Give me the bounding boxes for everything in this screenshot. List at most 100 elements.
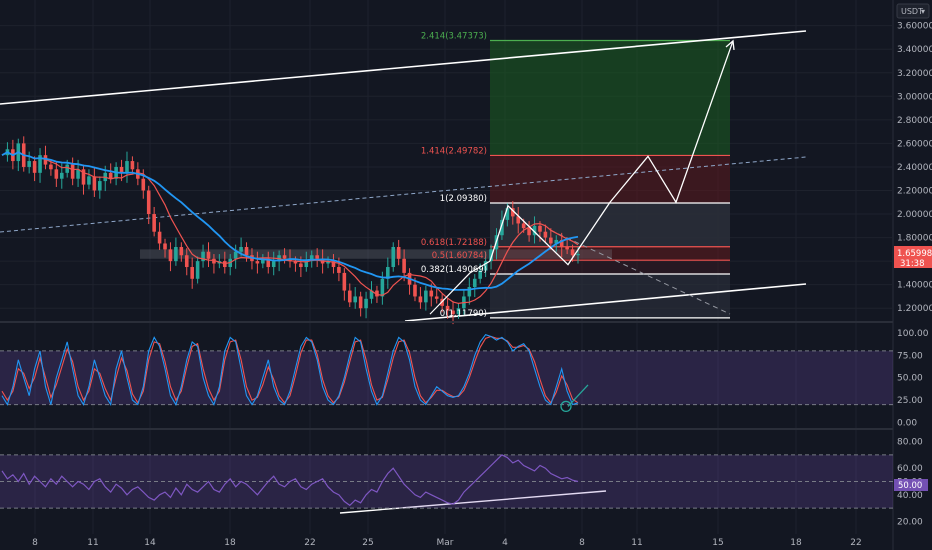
rsi-tick-label: 80.00: [897, 438, 923, 448]
candle-body: [81, 169, 86, 185]
currency-label: USDT: [901, 7, 923, 16]
moving-average-slow: [1, 151, 579, 291]
candle-body: [206, 251, 211, 259]
fib-zone: [490, 40, 730, 156]
candle-body: [565, 247, 569, 250]
fib-zone: [490, 246, 730, 261]
candle-body: [174, 247, 178, 262]
price-tick-label: 3.20000: [897, 69, 932, 79]
moving-averages: [1, 151, 579, 305]
candle-body: [347, 290, 352, 303]
candle-body: [434, 296, 439, 299]
price-projection-path[interactable]: [429, 39, 735, 315]
price-tick-label: 1.40000: [897, 281, 932, 291]
candle-body: [304, 261, 309, 268]
candle-body: [87, 176, 91, 185]
price-tick-label: 1.20000: [897, 304, 932, 314]
trend-lines[interactable]: [0, 30, 807, 514]
candle-body: [255, 261, 260, 264]
time-tick-label: 18: [224, 538, 236, 548]
grid-lines: [0, 0, 893, 534]
candle-body: [288, 258, 292, 262]
rsi-current-badge: 50.00: [894, 479, 928, 491]
candle-body: [342, 272, 347, 291]
candle-body: [65, 164, 70, 173]
rsi-pane: [0, 454, 893, 509]
stoch-projection-line: [567, 384, 589, 407]
candle-body: [358, 296, 363, 309]
candle-body: [70, 164, 75, 179]
impulse-line: [429, 260, 491, 315]
fib-level-label: 0(1.11790): [440, 309, 487, 319]
candle-body: [190, 267, 194, 279]
time-tick-label: 25: [362, 538, 373, 548]
mid-channel-line: [0, 156, 807, 233]
candle-body: [559, 239, 564, 248]
candle-body: [549, 237, 553, 244]
candle-body: [146, 190, 151, 215]
candle-body: [353, 296, 358, 303]
fib-zone: [490, 260, 730, 275]
fib-level-label: 1(2.09380): [440, 194, 487, 204]
candle-body: [429, 290, 434, 297]
candle-body: [119, 166, 124, 173]
price-tick-label: 1.80000: [897, 234, 932, 244]
candle-body: [261, 258, 265, 264]
candle-body: [375, 290, 379, 297]
candle-body: [467, 287, 472, 297]
currency-selector[interactable]: USDT ▾: [896, 3, 930, 19]
candle-body: [27, 161, 31, 167]
candle-body: [543, 231, 548, 238]
candle-body: [141, 178, 146, 191]
candle-body: [168, 249, 173, 262]
time-tick-label: 11: [631, 538, 642, 548]
candle-body: [418, 296, 423, 303]
time-tick-label: Mar: [437, 538, 454, 548]
chevron-down-icon: ▾: [921, 7, 925, 16]
fib-level-label: 2.414(3.47373): [421, 32, 487, 42]
candle-body: [315, 255, 319, 259]
fib-zone: [490, 274, 730, 318]
candle-body: [472, 278, 477, 288]
candle-body: [396, 247, 401, 259]
candle-body: [456, 308, 461, 315]
fib-level-label: 0.5(1.60784): [432, 251, 487, 261]
rsi-trend-line: [339, 490, 607, 514]
candle-body: [130, 161, 135, 170]
candle-body: [489, 249, 493, 262]
lower-channel-line: [404, 283, 807, 322]
candle-body: [331, 261, 336, 268]
price-tick-label: 3.40000: [897, 45, 932, 55]
candle-body: [576, 254, 580, 256]
candle-body: [369, 290, 374, 299]
candle-body: [570, 249, 575, 256]
time-tick-label: 14: [144, 538, 156, 548]
candle-body: [271, 261, 276, 268]
candle-body: [309, 255, 314, 262]
time-tick-label: 22: [304, 538, 315, 548]
rsi-tick-label: 20.00: [897, 517, 923, 527]
candle-body: [76, 169, 80, 179]
candle-body: [201, 251, 205, 262]
candle-body: [38, 155, 42, 173]
stoch-k-line: [1, 334, 579, 407]
time-axis[interactable]: 8 11 14 18 22 25 Mar 4 8 11 15 18 22: [32, 538, 862, 548]
rsi-tick-label: 40.00: [897, 491, 923, 501]
candle-body: [538, 225, 542, 232]
price-tick-label: 3.00000: [897, 92, 932, 102]
price-tick-label: 2.00000: [897, 210, 932, 220]
candle-body: [386, 267, 390, 279]
time-tick-label: 8: [32, 538, 38, 548]
candle-body: [391, 247, 396, 268]
candle-body: [478, 270, 482, 279]
candle-body: [152, 214, 156, 232]
candle-body: [125, 161, 129, 173]
candle-body: [233, 251, 238, 259]
descending-dashed-line: [549, 229, 731, 315]
candle-body: [451, 310, 455, 315]
fib-level-label: 0.618(1.72188): [421, 238, 487, 248]
time-tick-label: 18: [790, 538, 802, 548]
candle-body: [532, 225, 537, 236]
